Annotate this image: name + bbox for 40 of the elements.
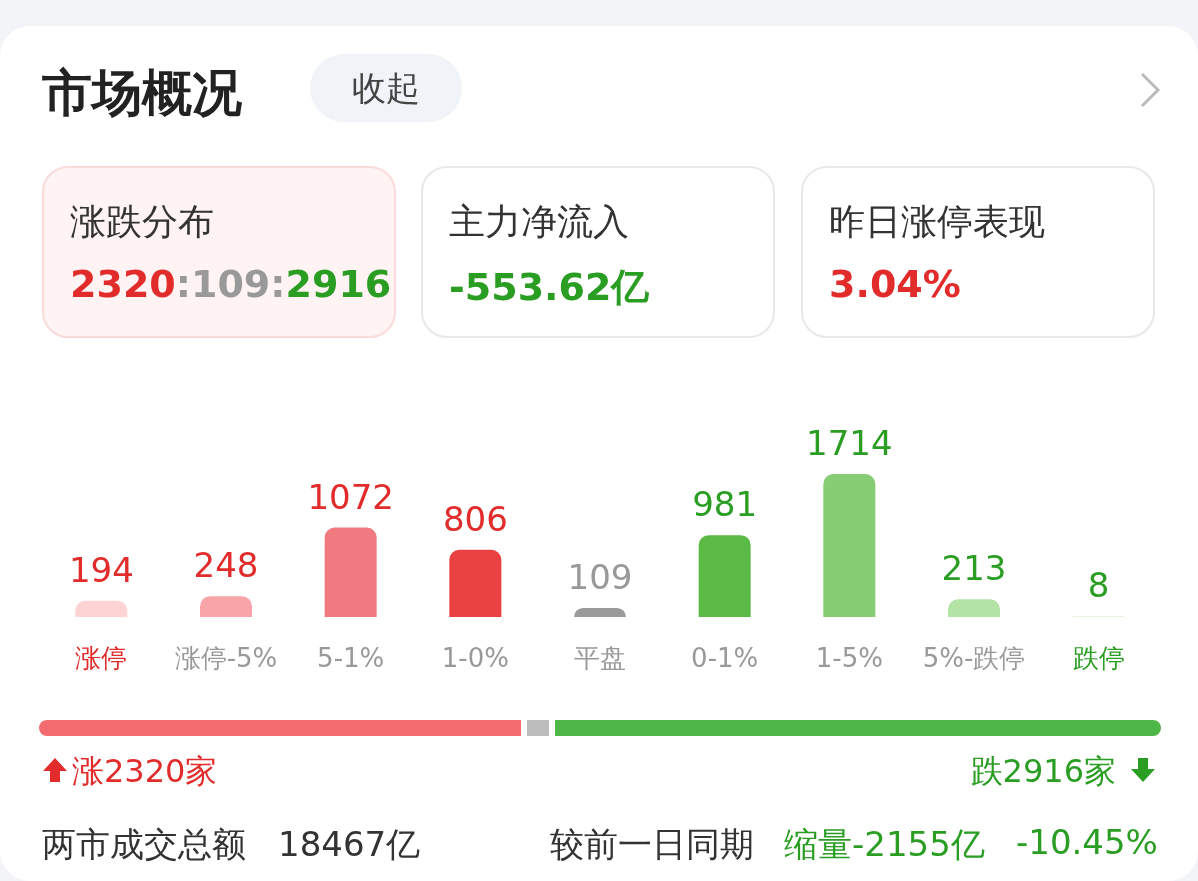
bar <box>449 549 502 617</box>
bar <box>698 535 751 617</box>
text: 跌2916家 <box>970 751 1116 792</box>
text: 涨跌分布 <box>70 200 214 244</box>
data-label: 1072 <box>307 476 394 517</box>
data-label: 806 <box>442 498 508 539</box>
x-tick-label: 1-0% <box>441 643 509 673</box>
data-label: 981 <box>692 484 758 525</box>
text: 主力净流入 <box>449 200 629 244</box>
text: 3.04% <box>829 262 961 306</box>
text: 缩量-2155亿 <box>784 823 985 866</box>
x-tick-label: 涨停-5% <box>174 643 278 673</box>
text: 收起 <box>310 54 462 122</box>
x-tick-label: 1-5% <box>815 643 883 673</box>
x-tick-label: 5%-跌停 <box>922 643 1026 673</box>
text: 涨2320家 <box>72 751 218 792</box>
x-tick-label: 涨停 <box>75 643 128 673</box>
data-label: 248 <box>193 545 259 586</box>
text: 2320:109:2916 <box>70 262 392 306</box>
bar <box>324 527 377 617</box>
bar <box>948 599 1000 617</box>
x-tick-label: 平盘 <box>574 643 626 673</box>
data-label: 8 <box>1087 565 1110 606</box>
data-label: 109 <box>567 556 633 597</box>
chart-title: 市场概况 <box>42 63 242 124</box>
bar <box>823 474 876 617</box>
text: -10.45% <box>1016 822 1158 862</box>
text: -553.62亿 <box>449 264 650 311</box>
text: 较前一日同期 <box>550 823 754 866</box>
text: 昨日涨停表现 <box>829 200 1045 244</box>
data-label: 1714 <box>806 423 893 463</box>
x-tick-label: 跌停 <box>1072 643 1125 673</box>
x-tick-label: 5-1% <box>317 643 385 673</box>
text: 18467亿 <box>278 823 421 866</box>
bar <box>200 596 252 617</box>
bar <box>75 600 128 617</box>
text: 两市成交总额 <box>42 823 246 866</box>
data-label: 213 <box>941 548 1007 589</box>
data-label: 194 <box>68 549 134 590</box>
x-tick-label: 0-1% <box>691 643 759 673</box>
